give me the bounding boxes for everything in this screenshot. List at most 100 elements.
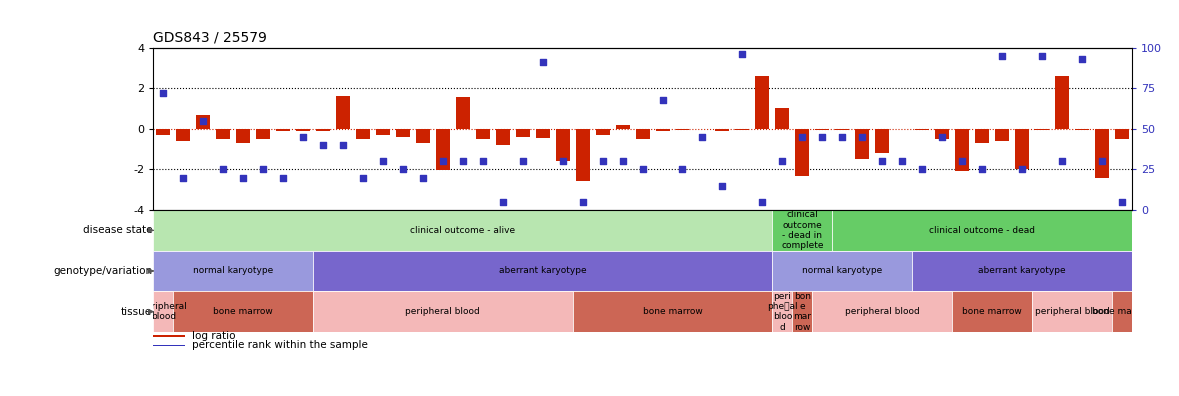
Point: [653, 96, 672, 103]
Text: disease state: disease state: [83, 225, 152, 235]
Point: [1053, 158, 1072, 164]
Bar: [776, 109, 789, 129]
Point: [513, 158, 532, 164]
Point: [852, 134, 871, 140]
Point: [253, 166, 272, 173]
Point: [1013, 166, 1032, 173]
Bar: [314, 291, 573, 332]
Bar: [176, 129, 190, 141]
Point: [593, 158, 612, 164]
Point: [394, 166, 413, 173]
Bar: [1115, 129, 1128, 139]
Text: aberrant karyotype: aberrant karyotype: [499, 267, 586, 276]
Text: peripheral blood: peripheral blood: [1034, 307, 1109, 316]
Bar: [772, 251, 913, 291]
Text: bone marrow: bone marrow: [213, 307, 274, 316]
Bar: [756, 76, 770, 129]
Bar: [396, 129, 410, 137]
Point: [153, 90, 172, 96]
Text: percentile rank within the sample: percentile rank within the sample: [192, 340, 368, 350]
Point: [573, 199, 592, 205]
Point: [953, 158, 971, 164]
Bar: [855, 129, 869, 159]
Bar: [716, 129, 730, 131]
Point: [354, 174, 373, 181]
Text: aberrant karyotype: aberrant karyotype: [979, 267, 1066, 276]
Text: GDS843 / 25579: GDS843 / 25579: [153, 31, 268, 45]
Bar: [615, 125, 630, 129]
Bar: [476, 129, 489, 139]
Text: peripheral blood: peripheral blood: [845, 307, 920, 316]
Point: [913, 166, 931, 173]
Point: [533, 59, 552, 65]
Bar: [153, 345, 185, 346]
Bar: [1055, 76, 1069, 129]
Bar: [495, 129, 509, 145]
Bar: [153, 291, 173, 332]
Bar: [955, 129, 969, 171]
Bar: [676, 129, 690, 130]
Point: [414, 174, 433, 181]
Point: [1093, 158, 1112, 164]
Bar: [1032, 291, 1112, 332]
Point: [473, 158, 492, 164]
Point: [872, 158, 891, 164]
Text: bone marrow: bone marrow: [643, 307, 703, 316]
Bar: [1015, 129, 1029, 169]
Text: peripheral
blood: peripheral blood: [140, 302, 186, 321]
Point: [454, 158, 473, 164]
Bar: [635, 129, 650, 139]
Point: [713, 183, 732, 189]
Bar: [153, 335, 185, 337]
Text: bone marrow: bone marrow: [962, 307, 1022, 316]
Bar: [153, 251, 314, 291]
Bar: [276, 129, 290, 131]
Bar: [595, 129, 610, 135]
Bar: [236, 129, 250, 143]
Text: log ratio: log ratio: [192, 331, 236, 341]
Text: bon
e
mar
row: bon e mar row: [793, 291, 811, 332]
Bar: [772, 291, 792, 332]
Point: [173, 174, 192, 181]
Bar: [356, 129, 370, 139]
Bar: [812, 291, 953, 332]
Bar: [256, 129, 270, 139]
Bar: [772, 210, 832, 251]
Point: [693, 134, 712, 140]
Bar: [832, 210, 1132, 251]
Bar: [157, 129, 170, 135]
Bar: [935, 129, 949, 139]
Point: [793, 134, 812, 140]
Bar: [555, 129, 569, 161]
Point: [233, 174, 252, 181]
Point: [314, 142, 332, 148]
Bar: [1075, 129, 1089, 130]
Text: normal karyotype: normal karyotype: [802, 267, 882, 276]
Bar: [913, 251, 1132, 291]
Point: [1113, 199, 1132, 205]
Bar: [875, 129, 889, 153]
Bar: [196, 114, 210, 129]
Bar: [1095, 129, 1109, 177]
Text: tissue: tissue: [121, 307, 152, 317]
Bar: [336, 96, 350, 129]
Point: [893, 158, 911, 164]
Text: genotype/variation: genotype/variation: [53, 266, 152, 276]
Bar: [915, 129, 929, 130]
Point: [753, 199, 772, 205]
Text: clinical outcome - dead: clinical outcome - dead: [929, 226, 1035, 235]
Point: [673, 166, 692, 173]
Point: [213, 166, 232, 173]
Point: [832, 134, 851, 140]
Bar: [316, 129, 330, 131]
Point: [374, 158, 393, 164]
Bar: [975, 129, 989, 143]
Bar: [296, 129, 310, 131]
Point: [1073, 56, 1092, 62]
Point: [812, 134, 831, 140]
Text: clinical
outcome
- dead in
complete: clinical outcome - dead in complete: [780, 210, 824, 250]
Point: [933, 134, 951, 140]
Text: bone marrow: bone marrow: [1092, 307, 1152, 316]
Bar: [216, 129, 230, 139]
Text: normal karyotype: normal karyotype: [193, 267, 274, 276]
